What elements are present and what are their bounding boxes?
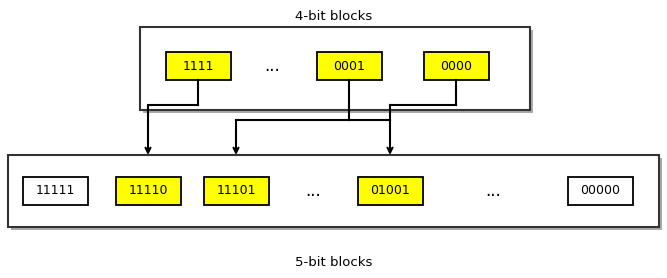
Text: 1111: 1111 xyxy=(182,59,213,73)
Bar xyxy=(424,52,488,80)
Text: ...: ... xyxy=(264,57,280,75)
Text: ...: ... xyxy=(485,182,501,200)
Text: 01001: 01001 xyxy=(370,185,410,197)
Bar xyxy=(23,177,87,205)
Bar xyxy=(317,52,382,80)
Text: 0000: 0000 xyxy=(440,59,472,73)
Bar xyxy=(143,30,533,113)
Bar xyxy=(203,177,269,205)
Bar xyxy=(11,158,662,230)
Bar xyxy=(358,177,422,205)
Bar xyxy=(568,177,632,205)
Text: 11101: 11101 xyxy=(216,185,255,197)
Bar xyxy=(165,52,231,80)
Text: 11110: 11110 xyxy=(128,185,167,197)
Text: 4-bit blocks: 4-bit blocks xyxy=(295,9,373,23)
Bar xyxy=(115,177,181,205)
Text: 5-bit blocks: 5-bit blocks xyxy=(295,257,373,269)
Bar xyxy=(8,155,659,227)
Text: ...: ... xyxy=(305,182,321,200)
Text: 00000: 00000 xyxy=(580,185,620,197)
Text: 0001: 0001 xyxy=(333,59,365,73)
Text: 11111: 11111 xyxy=(35,185,75,197)
Bar xyxy=(140,27,530,110)
